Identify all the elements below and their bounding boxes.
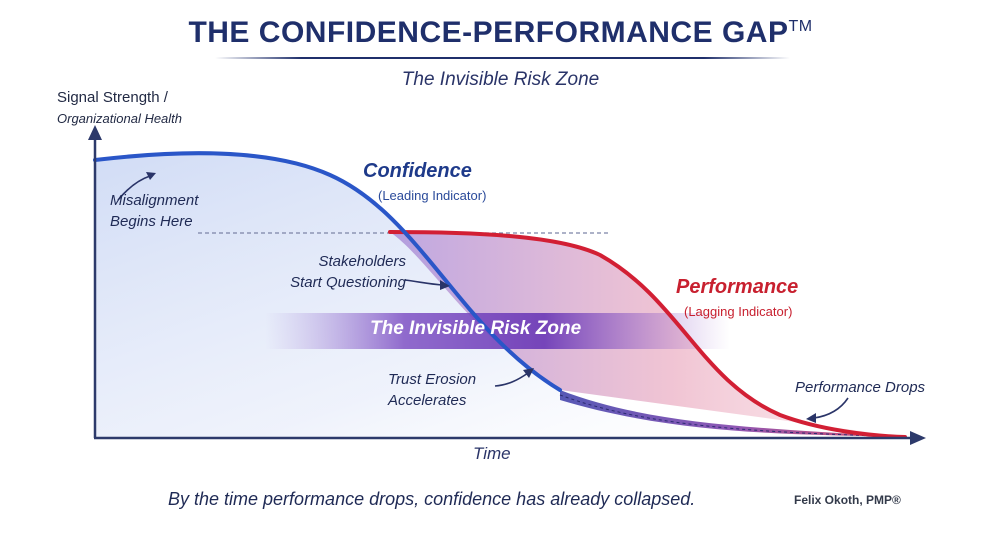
stakeholders-arrowhead [440,280,450,290]
title-underline [215,57,790,59]
confidence-area [95,153,905,437]
misalignment-annotation: Misalignment Begins Here [110,192,199,230]
trust-arrowhead [523,368,534,378]
performance-drops-arrowhead [806,413,816,423]
confidence-label: Confidence [363,160,472,182]
risk-zone-band [265,313,730,349]
performance-curve [388,230,907,439]
performance-drops-annotation: Performance Drops [795,379,926,396]
confidence-curve [93,151,562,392]
misalignment-arrowhead [146,172,156,180]
performance-note: (Lagging Indicator) [684,304,793,319]
misalignment-arrow [117,175,151,201]
confidence-note: (Leading Indicator) [378,188,487,203]
trust-arrow [494,372,529,387]
trademark-mark: TM [788,18,813,35]
page-subtitle: The Invisible Risk Zone [401,69,600,90]
performance-label: Performance [676,276,799,298]
x-axis-arrow [910,431,926,445]
author-credit: Felix Okoth, PMP® [794,493,901,507]
y-axis-arrow [88,125,102,140]
stakeholders-annotation: Stakeholders Start Questioning [290,253,406,291]
risk-zone-label: The Invisible Risk Zone [370,318,582,339]
x-axis-label: Time [473,444,511,463]
gap-ribbon [560,390,905,437]
page-title: THE CONFIDENCE-PERFORMANCE GAPTM [188,16,813,49]
stakeholders-arrow [404,279,443,286]
gap-ribbon-dash [559,394,906,438]
footer-caption: By the time performance drops, confidenc… [168,489,696,509]
y-axis-sublabel: Organizational Health [57,111,183,126]
trust-annotation: Trust Erosion Accelerates [388,371,477,409]
performance-drops-arrow [813,397,849,419]
y-axis-label: Signal Strength / [57,89,168,106]
